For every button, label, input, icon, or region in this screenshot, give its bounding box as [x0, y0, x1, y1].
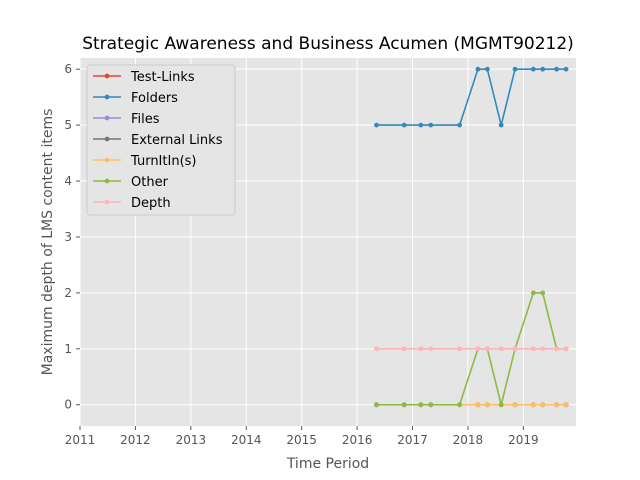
data-point [512, 66, 518, 72]
legend: Test-Links Folders Files External Links Turn… [86, 64, 236, 216]
legend-label: Files [131, 112, 160, 127]
data-point [498, 346, 504, 352]
y-tick-label: 5 [64, 118, 72, 132]
data-point [530, 346, 536, 352]
legend-item: TurnItIn(s) [93, 154, 196, 169]
legend-marker [104, 115, 110, 121]
data-point [540, 290, 546, 296]
data-point [428, 122, 434, 128]
x-tick-label: 2016 [342, 433, 373, 447]
y-tick-label: 2 [64, 286, 72, 300]
data-point [374, 346, 379, 352]
x-axis-label: Time Period [286, 456, 369, 472]
data-point [401, 122, 407, 128]
y-axis-label: Maximum depth of LMS content items [40, 109, 56, 376]
legend-marker [104, 199, 110, 205]
data-point [554, 66, 560, 72]
data-point [374, 122, 379, 128]
data-point [475, 402, 481, 408]
legend-label: TurnItIn(s) [130, 154, 196, 169]
data-point [512, 402, 518, 408]
y-tick-label: 4 [64, 174, 72, 188]
legend-marker [104, 178, 110, 184]
series-layer [374, 66, 569, 408]
x-tick-label: 2013 [176, 433, 207, 447]
legend-label: Depth [131, 196, 171, 211]
chart-title: Strategic Awareness and Business Acumen … [82, 34, 574, 54]
legend-item: Files [93, 112, 160, 127]
x-tick-label: 2017 [397, 433, 428, 447]
data-point [498, 402, 504, 408]
x-tick-label: 2014 [231, 433, 262, 447]
data-point [498, 122, 504, 128]
data-point [457, 346, 463, 352]
legend-item: Depth [93, 196, 171, 211]
data-point [457, 122, 463, 128]
series-folders [374, 66, 569, 128]
data-point [475, 66, 481, 72]
data-point [530, 402, 536, 408]
data-point [484, 402, 490, 408]
legend-item: External Links [93, 133, 223, 148]
data-point [484, 66, 490, 72]
y-tick-label: 0 [64, 398, 72, 412]
legend-marker [104, 73, 110, 79]
x-tick-label: 2012 [120, 433, 151, 447]
data-point [374, 402, 379, 408]
data-point [401, 402, 407, 408]
data-point [554, 402, 560, 408]
legend-box [86, 64, 236, 216]
data-point [512, 346, 518, 352]
data-point [540, 66, 546, 72]
legend-label: External Links [131, 133, 223, 148]
legend-label: Folders [131, 91, 178, 106]
data-point [540, 402, 546, 408]
y-tick-label: 6 [64, 62, 72, 76]
x-tick-label: 2019 [508, 433, 539, 447]
data-point [475, 346, 481, 352]
data-point [418, 402, 424, 408]
data-point [418, 122, 424, 128]
x-axis: 2011 2012 2013 2014 2015 2016 2017 2018 2019 [65, 426, 539, 447]
data-point [428, 346, 434, 352]
data-point [540, 346, 546, 352]
legend-item: Other [93, 175, 169, 190]
legend-marker [104, 157, 110, 163]
legend-item: Folders [93, 91, 178, 106]
legend-item: Test-Links [93, 70, 195, 85]
x-tick-label: 2015 [286, 433, 317, 447]
y-axis: 0 1 2 3 4 5 6 [64, 62, 80, 412]
data-point [484, 346, 490, 352]
legend-label: Other [131, 175, 169, 190]
legend-marker [104, 136, 110, 142]
data-point [530, 66, 536, 72]
data-point [554, 346, 560, 352]
data-point [563, 66, 569, 72]
data-point [428, 402, 434, 408]
data-point [418, 346, 424, 352]
x-tick-label: 2018 [453, 433, 484, 447]
y-tick-label: 1 [64, 342, 72, 356]
data-point [457, 402, 463, 408]
series-depth [374, 346, 569, 352]
data-point [563, 346, 569, 352]
data-point [563, 402, 569, 408]
y-tick-label: 3 [64, 230, 72, 244]
data-point [401, 346, 407, 352]
legend-label: Test-Links [130, 70, 195, 85]
x-tick-label: 2011 [65, 433, 96, 447]
legend-marker [104, 94, 110, 100]
data-point [530, 290, 536, 296]
